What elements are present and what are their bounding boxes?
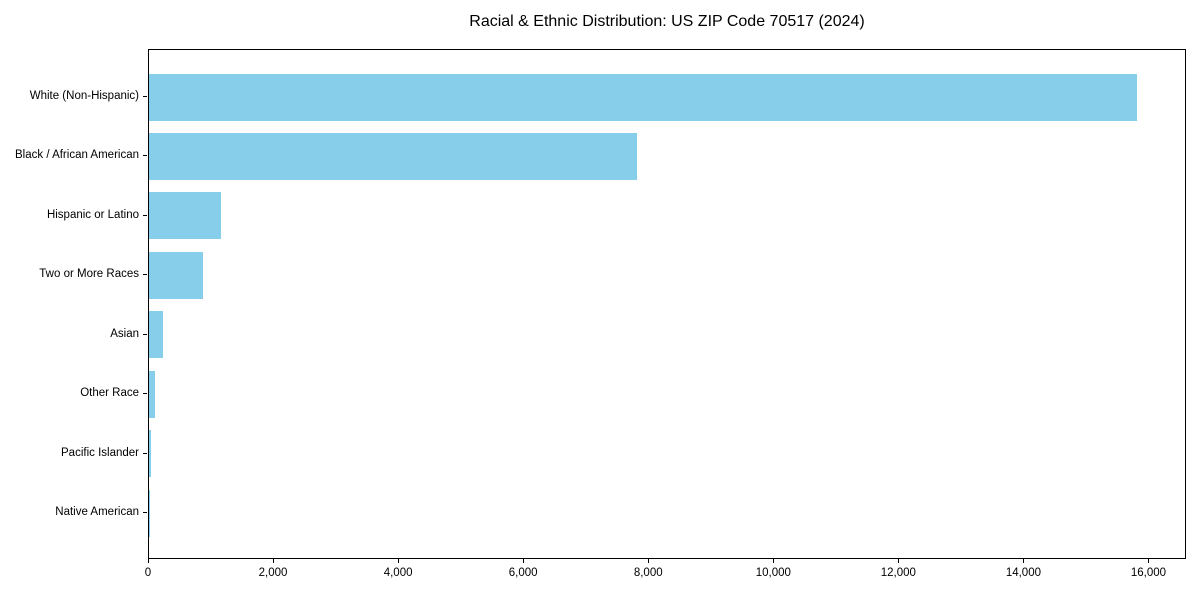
x-tick-label: 16,000 (1130, 567, 1167, 579)
y-tick (143, 452, 147, 454)
y-axis-label: Other Race (80, 387, 139, 400)
x-tick (273, 559, 275, 563)
y-tick (143, 393, 147, 395)
x-tick-label: 14,000 (1005, 567, 1041, 579)
plot-area (148, 49, 1186, 559)
bar-black-african-american (149, 132, 637, 180)
x-tick-label: 12,000 (880, 567, 916, 579)
y-axis-label: Black / African American (15, 149, 139, 162)
x-tick-label: 2,000 (258, 567, 288, 579)
x-tick (523, 559, 525, 563)
x-tick-label: 8,000 (633, 567, 663, 579)
bar-asian (149, 311, 163, 359)
x-tick (1148, 559, 1150, 563)
y-tick (143, 333, 147, 335)
x-tick (148, 559, 149, 563)
bar-pacific-islander (149, 430, 151, 478)
x-tick (1023, 559, 1025, 563)
y-tick (143, 155, 147, 157)
y-axis-label: Hispanic or Latino (46, 208, 139, 221)
x-tick-label: 10,000 (755, 567, 791, 579)
x-tick (773, 559, 775, 563)
y-axis-label: Pacific Islander (61, 446, 139, 459)
x-tick (398, 559, 400, 563)
x-tick-label: 4,000 (383, 567, 413, 579)
y-axis-label: Asian (110, 327, 139, 340)
y-tick (143, 512, 147, 513)
bar-two-or-more-races (149, 251, 204, 299)
y-tick (143, 274, 147, 276)
x-tick (898, 559, 900, 563)
bar-other-race (149, 370, 155, 418)
y-tick (143, 214, 147, 216)
chart-title: Racial & Ethnic Distribution: US ZIP Cod… (469, 13, 865, 30)
x-tick-label: 6,000 (508, 567, 538, 579)
x-tick-label: 0 (144, 567, 152, 579)
y-axis-label: Two or More Races (39, 268, 139, 281)
x-tick (648, 559, 650, 563)
y-tick (143, 96, 147, 97)
y-axis-label: White (Non-Hispanic) (29, 90, 139, 102)
bar-white-non-hispanic (149, 73, 1137, 121)
y-axis-label: Native American (55, 506, 139, 518)
bar-hispanic-or-latino (149, 192, 221, 240)
